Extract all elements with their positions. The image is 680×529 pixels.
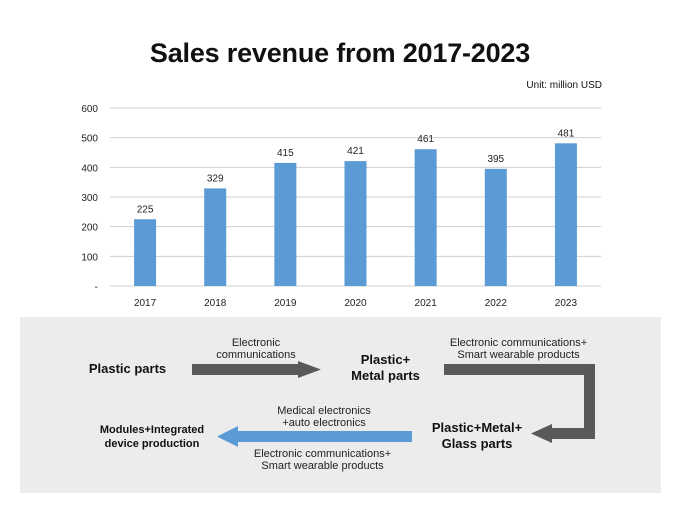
data-label: 395 bbox=[487, 154, 504, 165]
node-label-line: Plastic+Metal+ bbox=[431, 420, 523, 435]
node-label-line: Metal parts bbox=[351, 368, 420, 383]
arrow-shaft bbox=[192, 364, 298, 375]
bar-chart: - 100 200 300 400 500 600 225 2017 329 2018 415 2019… bbox=[81, 104, 601, 309]
node-label: Plastic parts bbox=[88, 361, 167, 376]
flow-panel bbox=[20, 317, 661, 493]
arrow-glass-to-modules bbox=[217, 426, 412, 447]
node-label-line: device production bbox=[104, 438, 200, 450]
bar bbox=[134, 219, 157, 286]
node-label-line: Glass parts bbox=[441, 436, 513, 451]
edge-label-line: Electronic communications+ bbox=[253, 448, 392, 460]
arrow-head bbox=[217, 426, 238, 447]
node-modules-integrated: Modules+Integrated device production bbox=[88, 423, 216, 451]
bar bbox=[204, 188, 227, 286]
x-tick-label: 2019 bbox=[274, 298, 297, 309]
bar bbox=[274, 162, 297, 286]
edge-label-comm-wearable-top: Electronic communications+ Smart wearabl… bbox=[436, 337, 601, 361]
unit-label: Unit: million USD bbox=[526, 80, 602, 91]
y-tick-label: 400 bbox=[81, 163, 98, 174]
x-tick-label: 2017 bbox=[134, 298, 157, 309]
node-plastic-metal-parts: Plastic+ Metal parts bbox=[333, 352, 438, 384]
x-tick-label: 2021 bbox=[415, 298, 438, 309]
y-tick-label: 200 bbox=[81, 223, 98, 234]
data-label: 481 bbox=[558, 128, 575, 139]
edge-label-comm-wearable-bottom: Electronic communications+ Smart wearabl… bbox=[240, 448, 405, 472]
chart-title: Sales revenue from 2017-2023 bbox=[149, 38, 531, 68]
edge-label-medical-auto: Medical electronics +auto electronics bbox=[259, 405, 389, 429]
bar bbox=[414, 149, 437, 286]
x-tick-label: 2022 bbox=[485, 298, 508, 309]
arrow-shaft bbox=[444, 364, 595, 439]
node-label-line: Plastic+ bbox=[360, 352, 411, 367]
arrow-head bbox=[298, 361, 321, 378]
node-plastic-metal-glass-parts: Plastic+Metal+ Glass parts bbox=[417, 420, 537, 452]
arrow-plastic-to-metal bbox=[192, 361, 321, 378]
edge-label-line: +auto electronics bbox=[282, 417, 366, 429]
bar bbox=[344, 161, 367, 286]
x-tick-label: 2020 bbox=[344, 298, 367, 309]
y-tick-label: 500 bbox=[81, 134, 98, 145]
edge-label-electronic-communications: Electronic communications bbox=[196, 337, 316, 361]
edge-label-line: Medical electronics bbox=[277, 405, 371, 417]
bar bbox=[554, 143, 577, 286]
arrow-shaft bbox=[238, 431, 412, 442]
y-tick-label: - bbox=[95, 282, 98, 293]
node-label-line: Modules+Integrated bbox=[99, 424, 205, 436]
data-label: 415 bbox=[277, 148, 294, 159]
node-plastic-parts: Plastic parts bbox=[80, 361, 175, 377]
x-tick-label: 2018 bbox=[204, 298, 227, 309]
edge-label-line: communications bbox=[216, 349, 296, 361]
edge-label-line: Smart wearable products bbox=[457, 349, 580, 361]
edge-label-line: Electronic communications+ bbox=[449, 337, 588, 349]
edge-label-line: Smart wearable products bbox=[261, 460, 384, 472]
bar bbox=[484, 168, 507, 286]
data-label: 461 bbox=[417, 134, 434, 145]
data-label: 329 bbox=[207, 173, 224, 184]
y-tick-label: 300 bbox=[81, 193, 98, 204]
edge-label-line: Electronic bbox=[231, 337, 281, 349]
arrow-metal-to-glass bbox=[444, 364, 595, 443]
arrow-head bbox=[531, 424, 552, 443]
y-tick-label: 100 bbox=[81, 252, 98, 263]
data-label: 225 bbox=[137, 204, 154, 215]
data-label: 421 bbox=[347, 146, 364, 157]
x-tick-label: 2023 bbox=[555, 298, 578, 309]
y-tick-label: 600 bbox=[81, 104, 98, 115]
